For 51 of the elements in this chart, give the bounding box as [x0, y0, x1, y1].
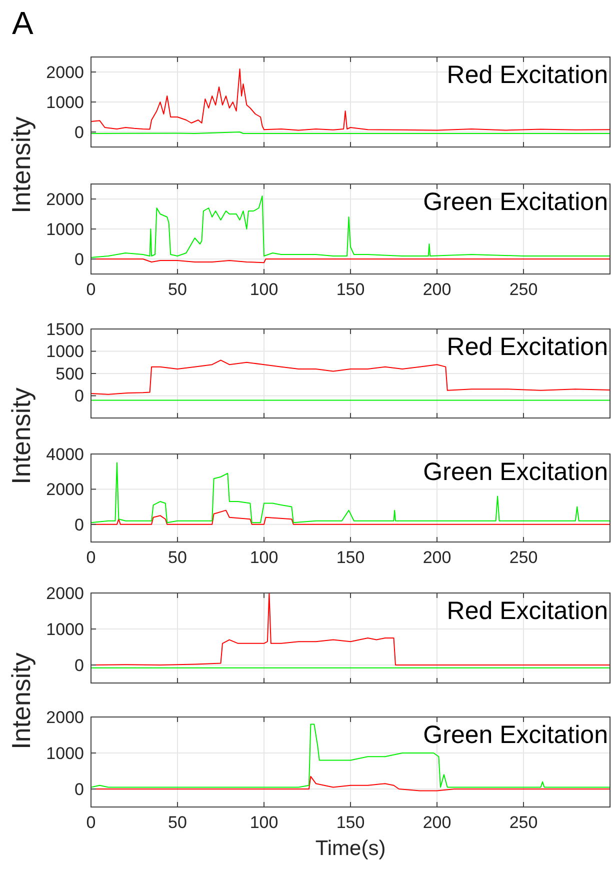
y-tick-label: 1500 — [46, 320, 84, 339]
x-axis-title: Time(s) — [315, 837, 386, 860]
chart-title: Green Excitation — [423, 721, 608, 749]
y-tick-label: 2000 — [46, 584, 84, 603]
y-tick-label: 0 — [74, 386, 84, 406]
x-tick-label: 200 — [422, 548, 452, 567]
y-tick-label: 0 — [74, 780, 84, 799]
x-tick-label: 150 — [336, 813, 365, 832]
x-tick-label: 100 — [250, 813, 278, 832]
y-tick-label: 1000 — [46, 92, 84, 112]
x-tick-label: 0 — [86, 280, 96, 299]
x-tick-label: 150 — [336, 548, 365, 567]
y-axis-title: Intensity — [6, 388, 36, 484]
y-tick-label: 500 — [56, 364, 84, 384]
chart-title: Green Excitation — [423, 188, 608, 216]
y-tick-label: 1000 — [46, 220, 84, 239]
x-tick-label: 50 — [168, 813, 187, 832]
y-axis-title: Intensity — [6, 652, 36, 750]
chart-title: Red Excitation — [446, 333, 608, 361]
y-tick-label: 0 — [74, 250, 84, 269]
y-tick-label: 2000 — [46, 480, 84, 500]
y-tick-label: 0 — [74, 515, 84, 534]
x-tick-label: 50 — [168, 548, 187, 567]
x-tick-label: 0 — [86, 813, 96, 832]
x-tick-label: 0 — [86, 548, 96, 567]
line-series — [91, 360, 610, 395]
line-series — [91, 462, 610, 524]
y-tick-label: 1000 — [46, 620, 84, 639]
line-series — [91, 724, 610, 788]
y-axis-title: Intensity — [6, 116, 36, 214]
y-tick-label: 0 — [74, 656, 84, 675]
chart-title: Green Excitation — [423, 458, 608, 486]
x-tick-label: 50 — [168, 280, 187, 299]
y-tick-label: 0 — [74, 122, 84, 142]
x-tick-label: 250 — [509, 548, 538, 567]
y-tick-label: 2000 — [46, 62, 84, 82]
x-tick-label: 100 — [250, 548, 278, 567]
x-tick-label: 200 — [422, 280, 452, 299]
x-tick-label: 250 — [509, 280, 538, 299]
y-tick-label: 2000 — [46, 190, 84, 209]
x-tick-label: 200 — [422, 813, 452, 832]
y-tick-label: 4000 — [46, 444, 84, 464]
y-tick-label: 1000 — [46, 744, 84, 763]
chart-title: Red Excitation — [446, 61, 608, 89]
text: A — [12, 5, 34, 41]
x-tick-label: 100 — [250, 280, 278, 299]
chart-title: Red Excitation — [446, 597, 608, 625]
y-tick-label: 1000 — [46, 342, 84, 362]
x-tick-label: 250 — [509, 813, 538, 832]
y-tick-label: 2000 — [46, 708, 84, 727]
x-tick-label: 150 — [336, 280, 365, 299]
